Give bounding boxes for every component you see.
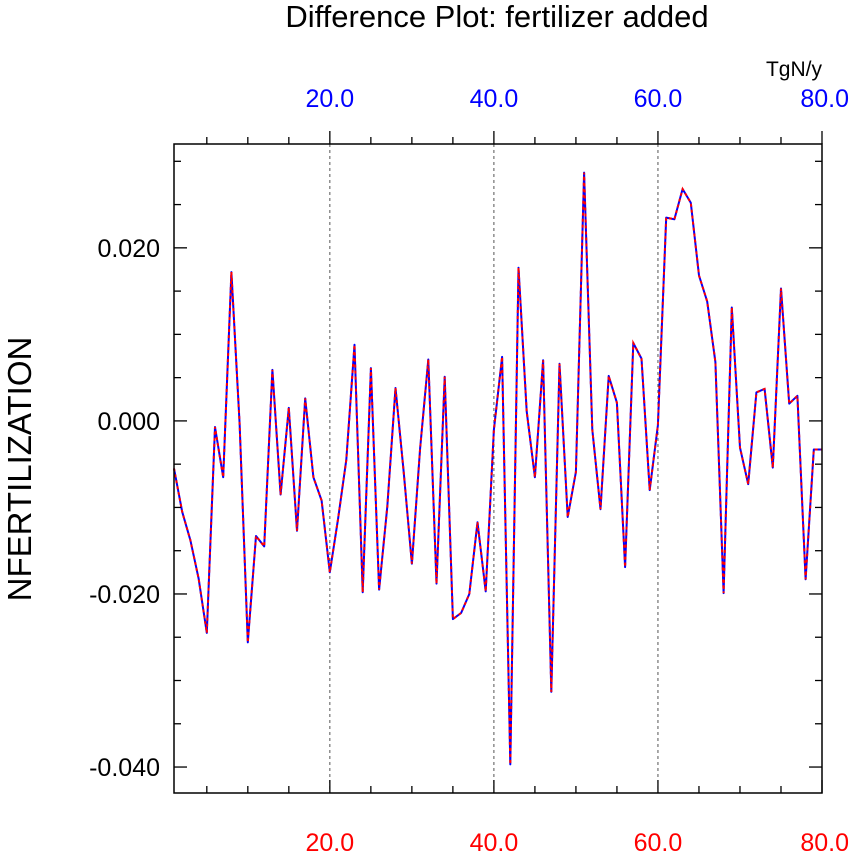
tick-labels: 20.0 40.0 60.0 80.0 20.0 40.0 60.0 80.0 0.020 0.0…: [89, 85, 849, 853]
top-axis-units: TgN/y: [766, 58, 823, 81]
y-tick-label: 0.000: [97, 408, 160, 436]
y-tick-label: -0.020: [89, 581, 160, 609]
series-layer: [173, 171, 822, 766]
x-tick-label-top: 40.0: [470, 85, 519, 113]
x-tick-label-top: 80.0: [800, 85, 849, 113]
x-tick-label-bottom: 80.0: [800, 829, 849, 853]
x-tick-label-top: 60.0: [634, 85, 683, 113]
plot-frame: [173, 143, 823, 794]
y-axis-label: NFERTILIZATION: [1, 337, 38, 602]
axes-frame: [173, 131, 823, 794]
chart-title: Difference Plot: fertilizer added: [285, 0, 708, 34]
x-tick-label-bottom: 40.0: [470, 829, 519, 853]
x-tick-label-bottom: 20.0: [306, 829, 355, 853]
series-line-solid: [173, 171, 822, 766]
x-tick-label-top: 20.0: [306, 85, 355, 113]
y-tick-label: -0.040: [89, 754, 160, 782]
y-tick-label: 0.020: [97, 235, 160, 263]
x-tick-label-bottom: 60.0: [634, 829, 683, 853]
gridlines: [329, 144, 659, 793]
series-line-dashed: [173, 172, 822, 765]
